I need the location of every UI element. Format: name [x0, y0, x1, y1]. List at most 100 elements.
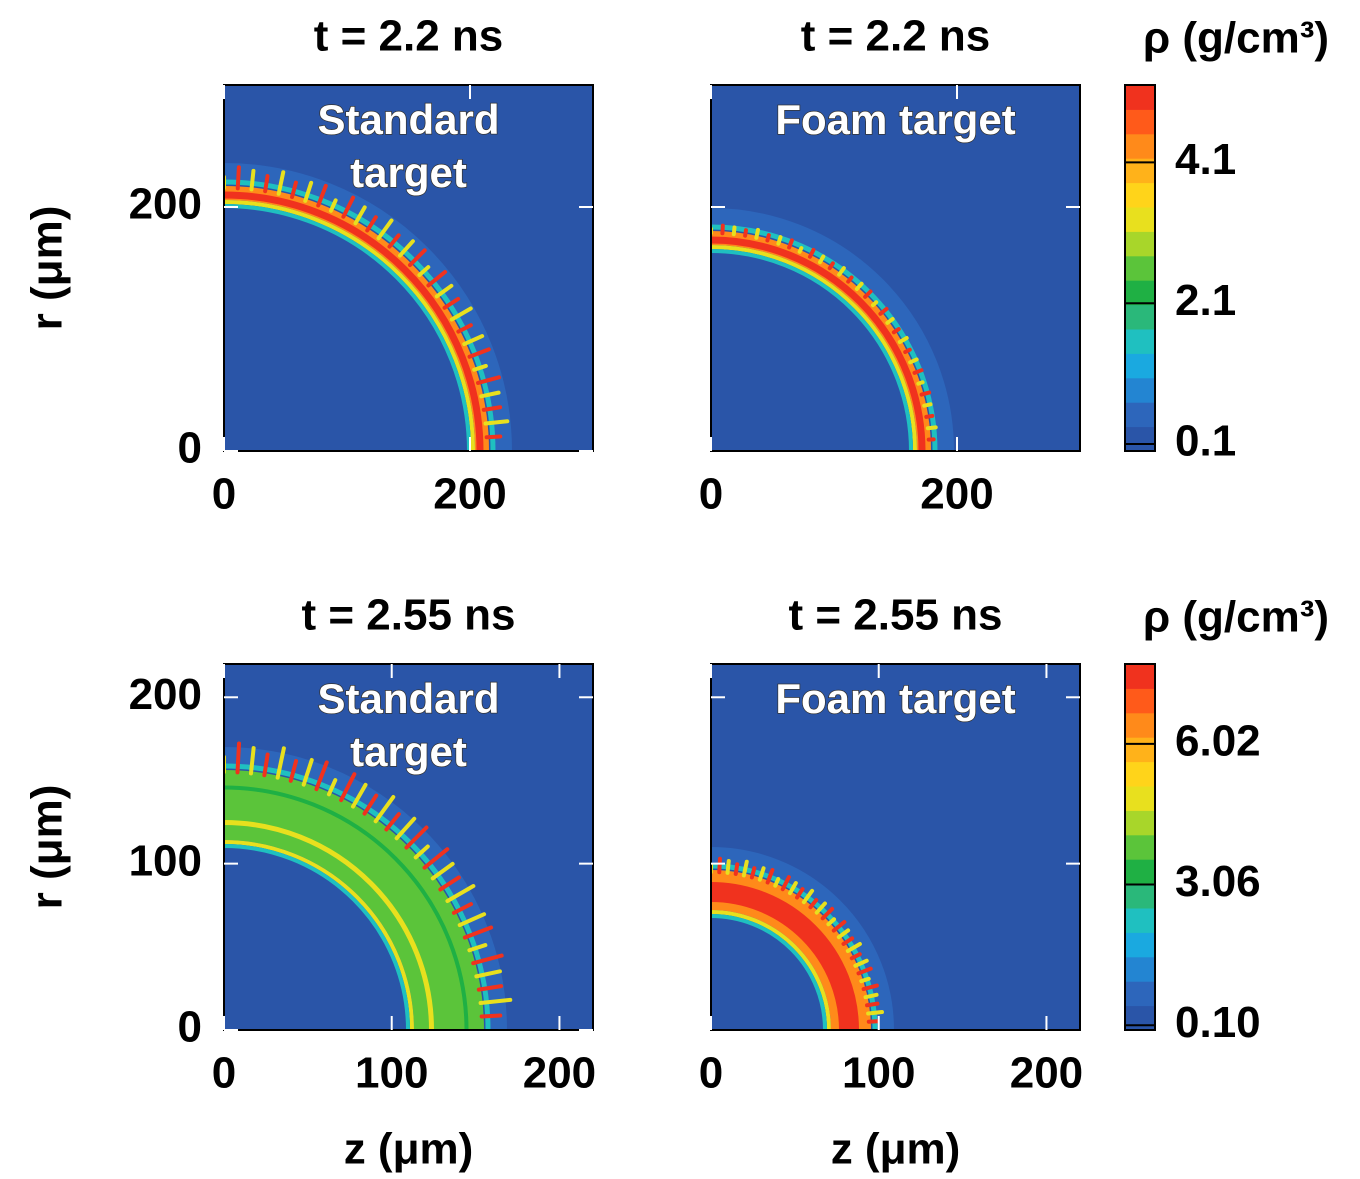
spike [765, 233, 771, 243]
colorbar-band [1125, 402, 1155, 428]
colorbar-band [1125, 280, 1155, 306]
colorbar-tick-label: 0.10 [1175, 998, 1261, 1047]
spike [757, 866, 766, 882]
colorbar-frame [1124, 663, 1156, 1031]
panel-title: t = 2.55 ns [788, 591, 1002, 640]
spike [818, 254, 826, 265]
colorbar-band [1125, 956, 1155, 982]
density-field [224, 741, 513, 1030]
spike [474, 969, 502, 979]
spike [820, 906, 835, 921]
x-axis-label: z (μm) [831, 1125, 961, 1174]
density-field [711, 847, 894, 1030]
spike [430, 861, 455, 881]
spike [773, 877, 781, 888]
spike [836, 928, 851, 940]
spike [797, 246, 804, 254]
shell-layer [711, 847, 894, 1030]
spike [863, 289, 873, 299]
spike [422, 847, 450, 870]
panel-annotation: Foam target [775, 96, 1015, 143]
spike [861, 983, 879, 992]
y-tick-label: 0 [178, 424, 202, 473]
spike [326, 778, 338, 797]
spike [912, 368, 924, 375]
spike [445, 884, 476, 903]
spike [248, 746, 256, 776]
spike [916, 380, 925, 386]
shell-layer [711, 208, 954, 451]
spike [290, 180, 298, 199]
spike [808, 898, 819, 910]
spike [897, 336, 909, 344]
colorbar-band [1125, 688, 1155, 714]
spike [733, 862, 740, 876]
spike [387, 233, 401, 249]
spike [814, 901, 827, 915]
spike [442, 296, 461, 310]
y-axis-label: r (μm) [23, 785, 72, 910]
plot-frame [223, 84, 594, 452]
spike [891, 327, 901, 335]
colorbar-band [1125, 908, 1155, 933]
spike [314, 760, 329, 792]
colorbar-band [1125, 737, 1155, 763]
spike [908, 357, 919, 365]
x-tick-label: 0 [212, 470, 236, 519]
colorbar-band [1125, 133, 1155, 159]
colorbar-band [1125, 834, 1155, 860]
density-field [711, 208, 954, 451]
spike [483, 419, 510, 426]
spike [801, 888, 815, 905]
spike [467, 347, 491, 359]
spike [749, 866, 757, 880]
colorbar-label: ρ (g/cm³) [1143, 14, 1329, 63]
spike [426, 269, 448, 288]
x-tick-label: 0 [699, 470, 723, 519]
colorbar-band [1125, 883, 1155, 909]
spike [484, 434, 503, 440]
spike [925, 425, 938, 431]
spike [827, 261, 835, 271]
spike [476, 375, 501, 385]
spike [328, 198, 338, 213]
spike [903, 347, 912, 355]
panel-annotation: Foam target [775, 675, 1015, 722]
colorbar-tick-label: 0.1 [1175, 417, 1236, 466]
spike [417, 265, 431, 278]
shell-layer [224, 770, 484, 1030]
shell-layer [224, 820, 434, 1030]
spike [780, 875, 791, 892]
spike [741, 859, 749, 878]
spike [776, 235, 783, 246]
spike [262, 752, 270, 778]
spike [919, 390, 932, 397]
spike [365, 215, 378, 233]
spike [301, 757, 314, 787]
spike [717, 856, 722, 875]
spike [397, 239, 415, 258]
spike [471, 953, 504, 966]
panel-annotation: target [350, 149, 467, 196]
colorbar-band [1125, 85, 1155, 110]
spike [859, 976, 871, 984]
y-tick-label: 100 [129, 836, 202, 885]
spike [837, 266, 846, 277]
y-tick-label: 0 [178, 1003, 202, 1052]
spike [807, 247, 816, 259]
colorbar-band [1125, 932, 1155, 958]
shell-layer [711, 249, 913, 451]
panel-annotation: Standard [317, 675, 499, 722]
colorbar-band [1125, 304, 1155, 330]
spike [846, 275, 854, 284]
x-tick-label: 200 [523, 1049, 596, 1098]
spike [373, 795, 396, 824]
panel-title: t = 2.2 ns [314, 12, 504, 61]
spike [276, 170, 286, 196]
spike [353, 205, 367, 226]
spike [457, 912, 487, 928]
x-tick-label: 200 [1010, 1049, 1083, 1098]
colorbar-band [1125, 664, 1155, 689]
spike [451, 902, 474, 915]
